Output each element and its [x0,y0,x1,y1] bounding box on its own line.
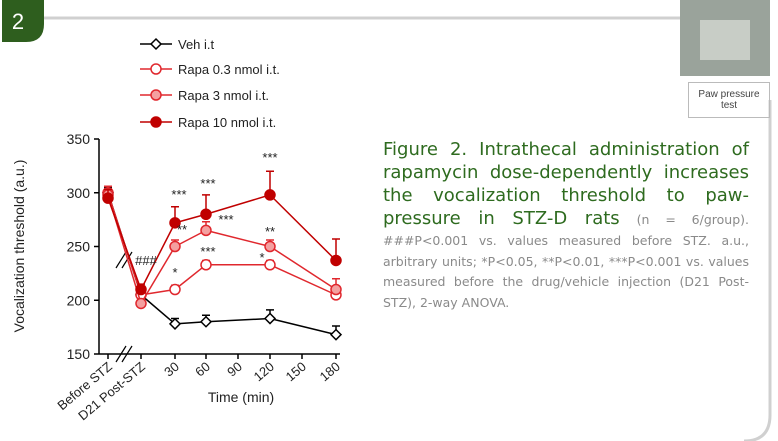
marker [136,298,146,308]
annotation: *** [171,187,186,202]
marker [103,193,113,203]
marker [201,317,211,327]
series-segment [175,265,206,290]
marker [170,242,180,252]
marker [151,117,161,127]
legend-label: Rapa 10 nmol i.t. [178,115,276,130]
photo-detail [700,20,750,60]
series-segment [270,319,336,335]
annotation: *** [262,150,277,165]
series-segment [270,247,336,290]
marker [151,64,161,74]
marker [265,242,275,252]
series-segment [270,265,336,295]
x-tick-label: 60 [192,359,213,380]
caption: Figure 2. Intrathecal administration of … [383,138,749,312]
y-axis-title: Vocalization threshold (a.u.) [11,160,27,333]
marker [331,255,341,265]
marker [265,260,275,270]
x-tick-label: 120 [251,359,277,384]
x-tick-label: 30 [161,359,182,380]
annotation: * [259,250,264,265]
series-segment [270,195,336,261]
y-tick-label: 250 [67,239,91,255]
annotation: *** [200,244,215,259]
annotation: ### [135,253,157,268]
legend-label: Rapa 3 nmol i.t. [178,88,269,103]
photo-label: Paw pressure test [688,82,770,118]
series-segment [141,295,175,324]
marker [151,90,161,100]
badge: 2 [12,9,24,34]
marker [265,314,275,324]
x-tick-label: 90 [224,359,245,380]
annotation: ** [177,222,187,237]
x-tick-label: 150 [283,359,309,384]
marker [331,285,341,295]
y-tick-label: 150 [67,346,91,362]
marker [201,225,211,235]
series-segment [206,319,270,322]
marker [136,285,146,295]
legend-label: Veh i.t [178,37,215,52]
slide: {"badge": "2", "photo_label": "Paw press… [0,0,778,441]
series-segment [206,230,270,246]
y-tick-label: 350 [67,131,91,147]
marker [201,209,211,219]
x-axis-title: Time (min) [208,389,274,405]
marker [151,39,161,49]
marker [170,285,180,295]
series-segment [206,195,270,214]
annotation: *** [218,212,233,227]
annotation: ** [265,224,275,239]
series-segment [108,198,141,289]
annotation: *** [200,176,215,191]
legend-label: Rapa 0.3 nmol i.t. [178,62,280,77]
x-tick-label: 180 [317,359,343,384]
y-tick-label: 200 [67,292,91,308]
marker [201,260,211,270]
marker [331,330,341,340]
annotation: * [172,265,177,280]
y-tick-label: 300 [67,185,91,201]
marker [265,190,275,200]
